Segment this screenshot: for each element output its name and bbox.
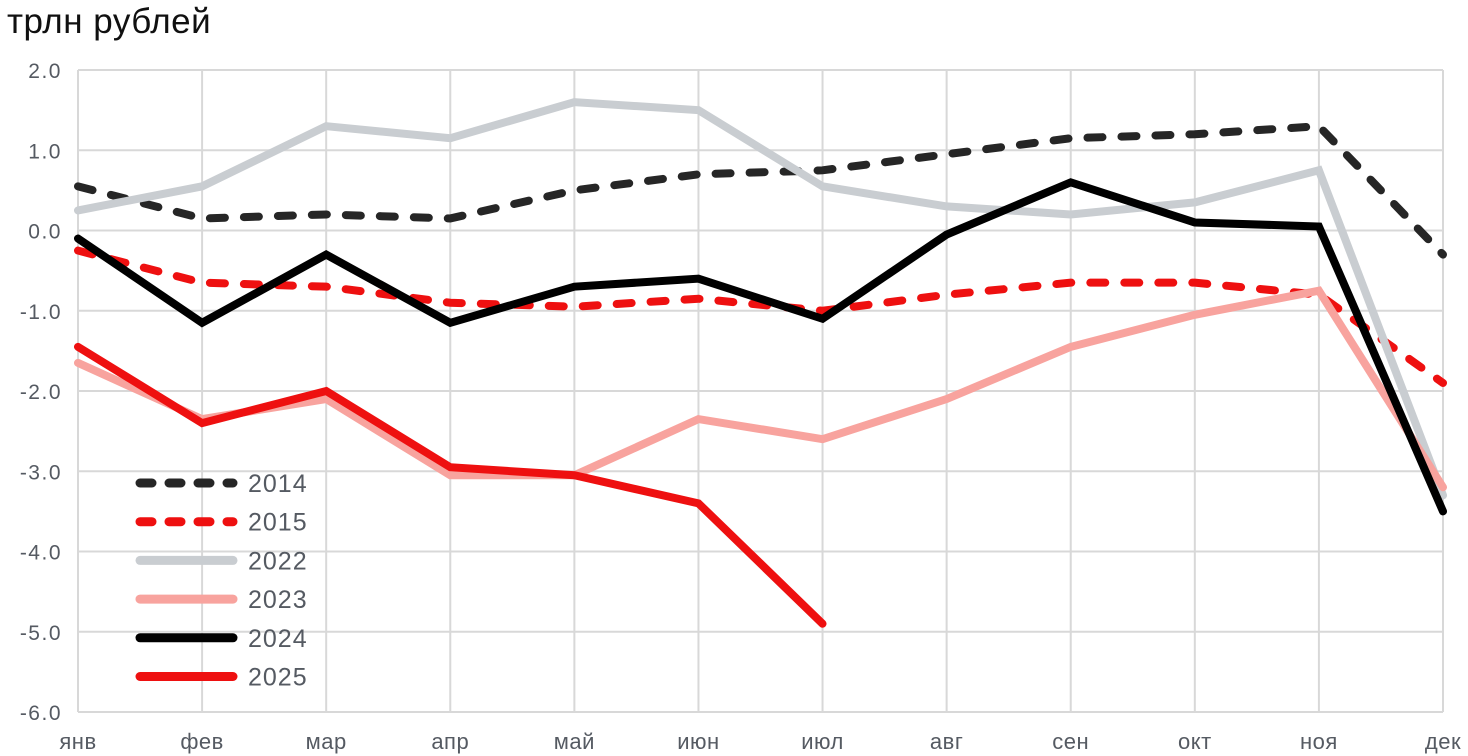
series-layer bbox=[74, 98, 1447, 628]
x-tick-label: сен bbox=[1052, 729, 1089, 754]
y-tick-label: -1.0 bbox=[20, 301, 62, 324]
x-tick-label: июл bbox=[801, 729, 844, 754]
x-tick-label: фев bbox=[180, 729, 224, 754]
y-tick-label: -6.0 bbox=[20, 702, 62, 725]
x-tick-label: мар bbox=[306, 729, 347, 754]
y-tick-label: 1.0 bbox=[28, 140, 62, 163]
x-tick-label: янв bbox=[59, 729, 96, 754]
legend-label-2023: 2023 bbox=[248, 586, 308, 614]
legend-label-2025: 2025 bbox=[248, 664, 308, 692]
series-line-2014 bbox=[74, 122, 1447, 259]
x-axis-labels: янв фев мар апр май июн июл авг сен окт ноя дек bbox=[59, 729, 1461, 754]
y-tick-label: -5.0 bbox=[20, 622, 62, 645]
y-tick-label: -3.0 bbox=[20, 461, 62, 484]
legend-label-2015: 2015 bbox=[248, 509, 308, 537]
legend: 2014 2015 2022 2023 2024 2025 bbox=[135, 470, 308, 692]
x-tick-label: май bbox=[554, 729, 595, 754]
y-tick-label: 2.0 bbox=[28, 60, 62, 83]
x-tick-label: авг bbox=[930, 729, 963, 754]
x-tick-label: ноя bbox=[1300, 729, 1338, 754]
series-line-2025 bbox=[74, 342, 827, 628]
grid-layer bbox=[77, 69, 1444, 713]
y-axis-labels: 2.0 1.0 0.0 -1.0 -2.0 -3.0 -4.0 -5.0 -6.0 bbox=[20, 60, 62, 725]
series-line-2024 bbox=[74, 178, 1447, 516]
legend-entry-2025: 2025 bbox=[135, 664, 308, 692]
series-line-2022 bbox=[74, 98, 1447, 500]
y-tick-label: -2.0 bbox=[20, 381, 62, 404]
legend-entry-2023: 2023 bbox=[135, 586, 308, 614]
legend-label-2022: 2022 bbox=[248, 547, 308, 575]
legend-label-2024: 2024 bbox=[248, 625, 308, 653]
legend-entry-2014: 2014 bbox=[135, 470, 308, 498]
series-line-2023 bbox=[74, 286, 1447, 492]
legend-entry-2024: 2024 bbox=[135, 625, 308, 653]
y-tick-label: -4.0 bbox=[20, 542, 62, 565]
y-tick-label: 0.0 bbox=[28, 221, 62, 244]
x-tick-label: дек bbox=[1425, 729, 1461, 754]
x-tick-label: апр bbox=[431, 729, 469, 754]
x-tick-label: июн bbox=[677, 729, 719, 754]
x-tick-label: окт bbox=[1178, 729, 1212, 754]
chart-title: трлн рублей bbox=[7, 2, 212, 41]
series-line-2015 bbox=[74, 246, 1447, 387]
legend-label-2014: 2014 bbox=[248, 470, 308, 498]
legend-entry-2022: 2022 bbox=[135, 547, 308, 575]
legend-entry-2015: 2015 bbox=[135, 509, 308, 537]
